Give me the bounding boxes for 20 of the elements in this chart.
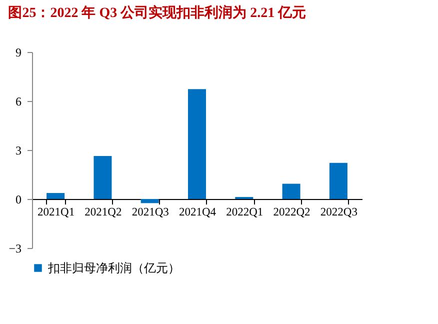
x-tick-label: 2021Q3 — [132, 206, 170, 218]
bar — [329, 162, 348, 199]
bar — [140, 199, 159, 204]
y-tick-label: 6 — [16, 94, 22, 108]
x-tick-label: 2022Q2 — [273, 206, 311, 218]
y-tick-label: 3 — [16, 144, 22, 158]
bar — [46, 192, 65, 199]
chart-title: 图25：2022 年 Q3 公司实现扣非利润为 2.21 亿元 — [8, 4, 306, 21]
x-tick-label: 2022Q3 — [320, 206, 358, 218]
y-tick-label: 0 — [16, 192, 22, 206]
x-tick-label: 2022Q1 — [226, 206, 264, 218]
bar — [282, 184, 300, 199]
y-tick-label: −3 — [8, 242, 22, 256]
bar — [94, 156, 112, 199]
legend-label: 扣非归母净利润（亿元） — [47, 261, 180, 275]
bar — [188, 89, 206, 199]
x-tick-label: 2021Q1 — [38, 206, 75, 218]
x-tick-label: 2021Q2 — [84, 206, 122, 218]
y-tick-label: 9 — [16, 46, 22, 60]
x-tick-label: 2021Q4 — [178, 206, 216, 218]
